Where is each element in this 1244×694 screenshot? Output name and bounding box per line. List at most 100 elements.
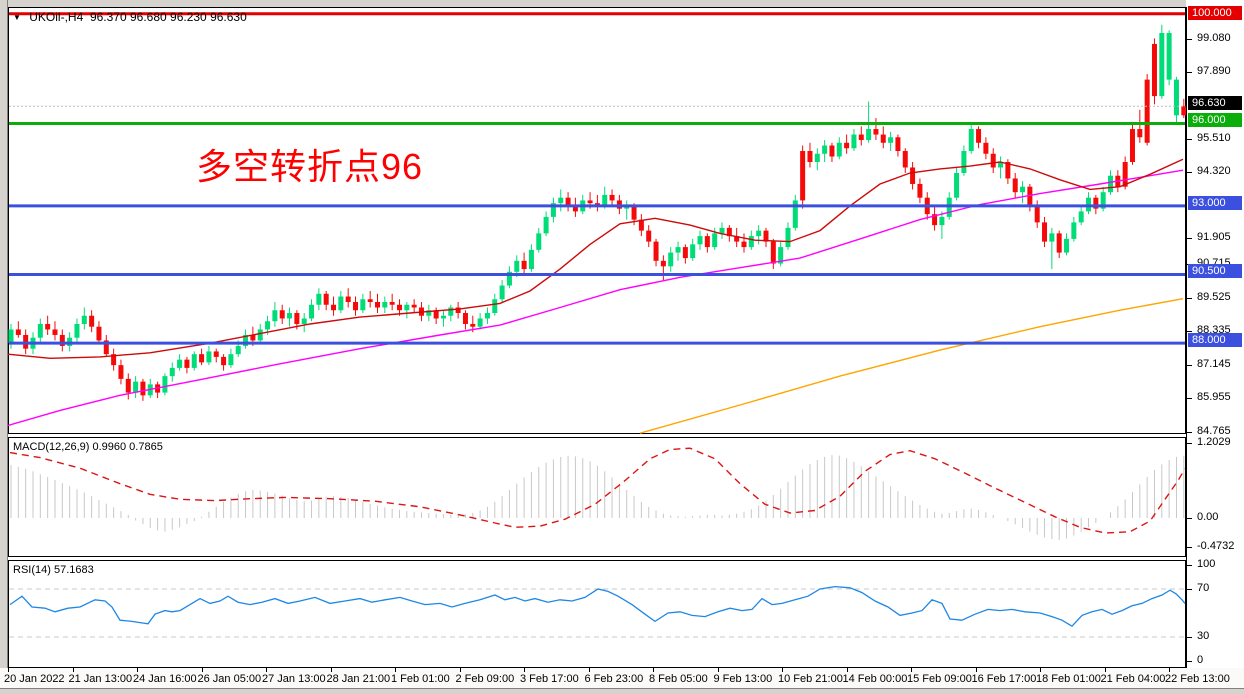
- candle-body: [382, 302, 388, 308]
- candle-body: [199, 354, 205, 363]
- candle-body: [873, 129, 879, 135]
- candle-body: [763, 230, 769, 242]
- candle-body: [756, 230, 762, 237]
- candle-body: [528, 249, 534, 270]
- price-axis-label: 97.890: [1197, 65, 1231, 77]
- candle-body: [1071, 222, 1077, 239]
- price-axis-box: 96.630: [1188, 96, 1242, 110]
- candle-body: [778, 247, 784, 264]
- axis-border-line: [1186, 7, 1187, 668]
- date-tick: [911, 668, 912, 672]
- date-label: 22 Feb 13:00: [1165, 673, 1230, 685]
- candle-body: [668, 252, 674, 267]
- candle-body: [741, 241, 747, 248]
- candle-body: [287, 312, 293, 319]
- candle-body: [1100, 192, 1106, 209]
- date-label: 26 Jan 05:00: [197, 673, 262, 685]
- candle-body: [191, 354, 197, 368]
- candle-body: [1056, 233, 1062, 253]
- candle-body: [294, 312, 300, 324]
- candle-body: [712, 233, 718, 248]
- candle-body: [1020, 186, 1026, 193]
- candle-body: [1108, 175, 1113, 193]
- price-axis-label: 0.00: [1197, 511, 1219, 523]
- candle-body: [587, 200, 593, 204]
- price-axis-label: 100: [1197, 558, 1216, 570]
- price-axis-label: 95.510: [1197, 132, 1231, 144]
- candle-body: [814, 153, 820, 162]
- date-tick: [782, 668, 783, 672]
- date-label: 21 Jan 13:00: [68, 673, 133, 685]
- date-label: 14 Feb 00:00: [842, 673, 908, 685]
- candle-body: [734, 236, 740, 242]
- window-top-edge: [0, 0, 1244, 7]
- date-label: 9 Feb 13:00: [713, 673, 773, 685]
- candle-body: [140, 381, 146, 396]
- candle-body: [309, 304, 315, 319]
- price-axis-label: 85.955: [1197, 391, 1231, 403]
- date-label: 8 Feb 05:00: [649, 673, 708, 685]
- axis-tick: [1187, 589, 1192, 590]
- candle-body: [990, 153, 996, 168]
- candle-body: [550, 203, 556, 217]
- candle-body: [902, 151, 908, 168]
- axis-tick: [1187, 39, 1192, 40]
- candle-body: [477, 318, 483, 327]
- axis-tick: [1187, 637, 1192, 638]
- candle-body: [375, 302, 380, 308]
- date-tick: [266, 668, 267, 672]
- axis-tick: [1187, 547, 1192, 548]
- candle-body: [851, 134, 857, 149]
- price-axis[interactable]: 99.080 97.890 95.510 94.320 91.905 90.715 89.5…: [1186, 0, 1244, 688]
- date-label: 6 Feb 23:00: [584, 673, 644, 685]
- candle-body: [1166, 32, 1172, 80]
- candle-body: [1027, 186, 1033, 206]
- candle-body: [609, 194, 615, 201]
- candle-body: [1181, 106, 1186, 116]
- price-axis-box: 96.000: [1188, 113, 1242, 127]
- axis-tick: [1187, 172, 1192, 173]
- price-axis-box: 88.000: [1188, 333, 1242, 347]
- macd-panel[interactable]: [8, 437, 1186, 557]
- time-axis[interactable]: 20 Jan 2022 21 Jan 13:00 24 Jan 16:00 26 Ja…: [0, 668, 1244, 688]
- candle-body: [484, 312, 490, 319]
- candle-body: [162, 376, 168, 393]
- ma-slow-orange: [639, 298, 1184, 434]
- candle-body: [638, 219, 644, 231]
- candle-body: [690, 244, 696, 259]
- candle-body: [829, 145, 835, 157]
- date-label: 10 Feb 21:00: [778, 673, 843, 685]
- candle-body: [822, 145, 828, 154]
- price-axis-box: 93.000: [1188, 196, 1242, 210]
- axis-tick: [1187, 298, 1192, 299]
- symbol-dropdown-icon[interactable]: ▼: [13, 13, 21, 22]
- candle-body: [653, 241, 659, 261]
- candle-body: [968, 129, 974, 152]
- axis-tick: [1187, 139, 1192, 140]
- axis-tick: [1187, 398, 1192, 399]
- date-tick: [459, 668, 461, 672]
- candle-body: [932, 214, 938, 226]
- candle-body: [1078, 211, 1084, 223]
- candle-body: [1042, 222, 1048, 242]
- price-axis-label: 84.765: [1197, 425, 1231, 437]
- price-axis-label: 1.2029: [1197, 436, 1231, 448]
- candle-body: [697, 236, 703, 245]
- candle-body: [1151, 43, 1157, 97]
- candle-body: [998, 161, 1004, 168]
- candle-body: [8, 329, 14, 344]
- candle-body: [243, 334, 249, 346]
- candle-body: [470, 323, 476, 327]
- candle-body: [353, 302, 359, 311]
- axis-tick: [1187, 518, 1192, 519]
- date-tick: [524, 668, 525, 672]
- main-chart[interactable]: [8, 7, 1186, 434]
- candle-body: [316, 293, 322, 305]
- date-label: 16 Feb 17:00: [971, 673, 1037, 685]
- candle-body: [389, 302, 395, 305]
- rsi-panel[interactable]: [8, 560, 1186, 668]
- axis-tick: [1187, 661, 1192, 662]
- candle-body: [213, 351, 219, 357]
- candle-body: [844, 142, 850, 149]
- candle-body: [536, 233, 542, 250]
